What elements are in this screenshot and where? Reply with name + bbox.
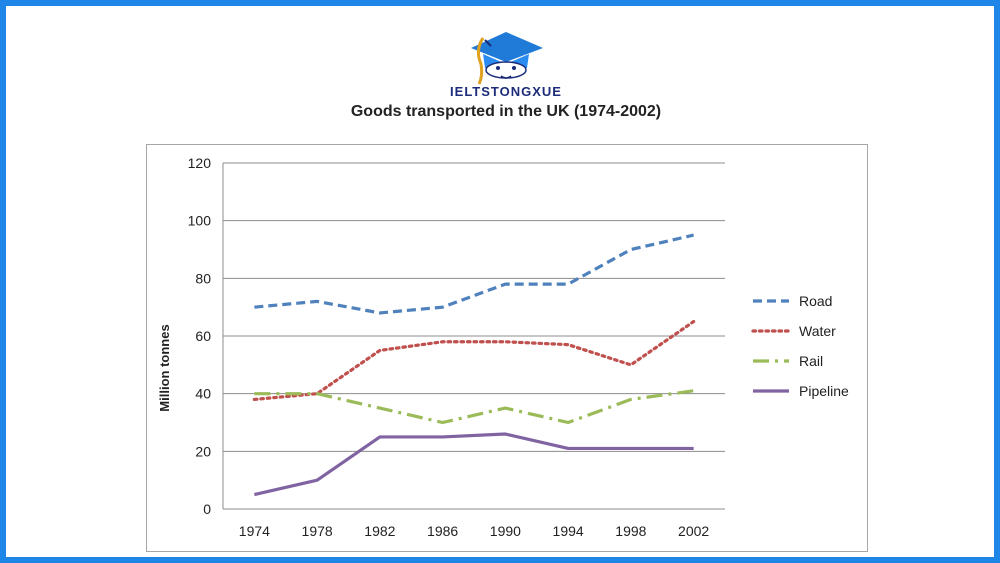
x-tick-label: 1978: [302, 523, 333, 539]
line-chart: 0 20 40 60 80 100 120 1974 1978 1982 1986 1990 1994…: [157, 155, 849, 539]
x-tick-label: 1982: [364, 523, 395, 539]
grid-lines: [222, 162, 725, 510]
x-tick-label: 1998: [615, 523, 646, 539]
brand-name: IELTSTONGXUE: [450, 84, 562, 99]
x-tick-label: 1994: [553, 523, 584, 539]
y-tick-label: 60: [195, 328, 211, 344]
y-axis-label: Million tonnes: [157, 324, 172, 411]
legend-label-road: Road: [799, 293, 832, 309]
legend: Road Water Rail Pipeline: [751, 293, 849, 399]
chart-title: Goods transported in the UK (1974-2002): [350, 103, 662, 120]
y-tick-label: 40: [195, 386, 211, 402]
y-tick-label: 80: [195, 270, 211, 286]
series-line-road: [254, 233, 694, 315]
legend-label-water: Water: [799, 323, 836, 339]
legend-label-rail: Rail: [799, 353, 823, 369]
graduation-cap-logo-icon: [471, 32, 543, 85]
y-tick-label: 0: [203, 501, 211, 517]
y-tick-label: 20: [195, 443, 211, 459]
series-line-water: [252, 319, 696, 402]
y-tick-label: 120: [188, 155, 212, 171]
y-tick-label: 100: [188, 213, 212, 229]
x-tick-label: 1974: [239, 523, 270, 539]
chart-area: 0 20 40 60 80 100 120 1974 1978 1982 1986 1990 1994…: [146, 144, 868, 552]
series-line-rail: [254, 389, 694, 425]
x-tick-label: 1986: [427, 523, 458, 539]
series-lines: [252, 233, 696, 497]
x-tick-labels: 1974 1978 1982 1986 1990 1994 1998 2002: [239, 523, 710, 539]
y-tick-labels: 0 20 40 60 80 100 120: [188, 155, 212, 517]
legend-label-pipeline: Pipeline: [799, 383, 849, 399]
series-line-pipeline: [254, 432, 694, 497]
x-tick-label: 2002: [678, 523, 709, 539]
x-tick-label: 1990: [490, 523, 521, 539]
